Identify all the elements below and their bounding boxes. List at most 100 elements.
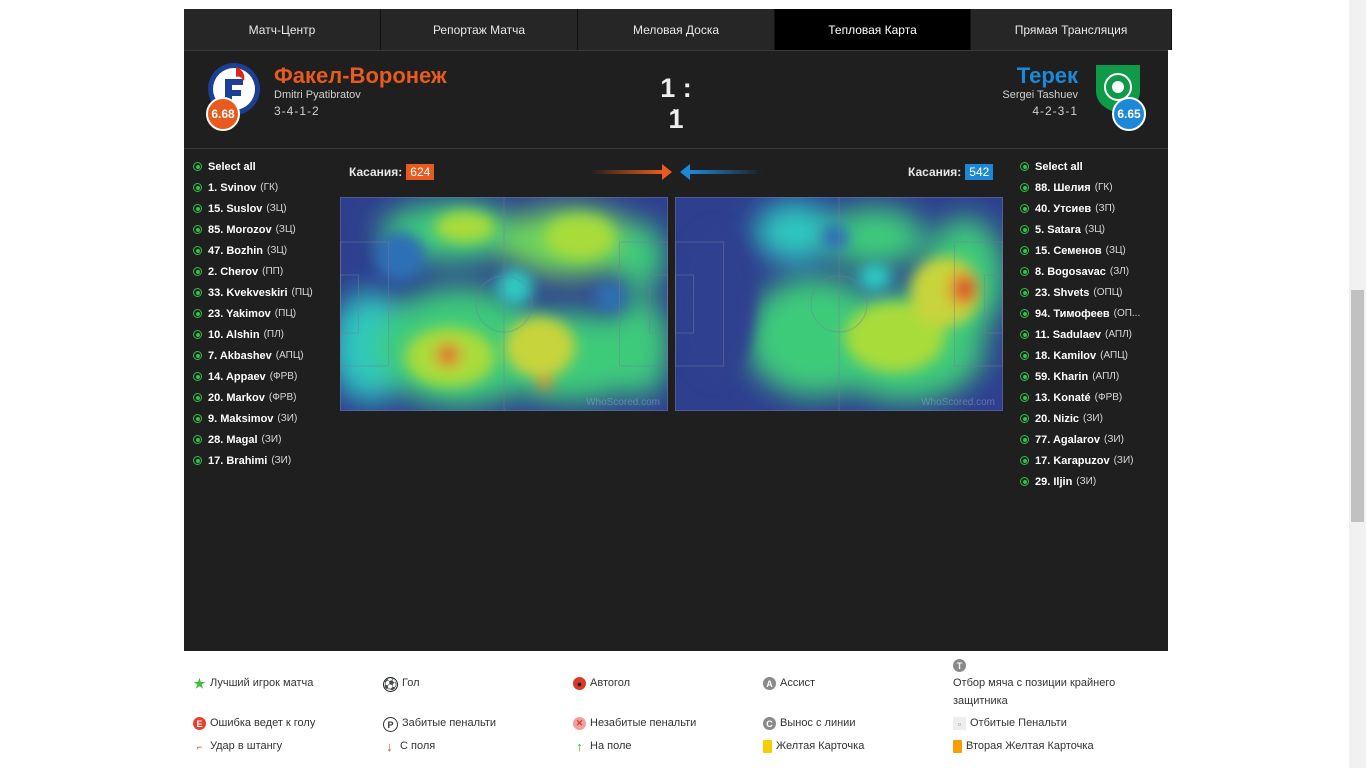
player-name: 77. Agalarov	[1035, 433, 1101, 446]
home-player-item[interactable]: 28. Magal (ЗИ)	[193, 429, 333, 450]
home-player-item[interactable]: 85. Morozov (ЗЦ)	[193, 219, 333, 240]
home-player-item[interactable]: 23. Yakimov (ПЦ)	[193, 303, 333, 324]
checkbox-icon[interactable]	[1020, 477, 1029, 486]
home-player-item[interactable]: 20. Markov (ФРВ)	[193, 387, 333, 408]
checkbox-icon[interactable]	[193, 162, 202, 171]
player-name: 5. Satara	[1035, 223, 1081, 236]
checkbox-icon[interactable]	[1020, 246, 1029, 255]
legend-label: Удар в штангу	[210, 740, 283, 752]
away-player-item[interactable]: 59. Kharin (АПЛ)	[1020, 366, 1160, 387]
away-player-item[interactable]: 29. Iljin (ЗИ)	[1020, 471, 1160, 492]
scrollbar-thumb[interactable]	[1351, 290, 1364, 522]
home-player-item[interactable]: 17. Brahimi (ЗИ)	[193, 450, 333, 471]
player-name: 18. Kamilov	[1035, 349, 1097, 362]
player-name: 23. Shvets	[1035, 286, 1090, 299]
away-player-item[interactable]: 11. Sadulaev (АПЛ)	[1020, 324, 1160, 345]
checkbox-icon[interactable]	[1020, 456, 1029, 465]
checkbox-icon[interactable]	[1020, 183, 1029, 192]
home-formation: 3-4-1-2	[274, 104, 320, 118]
tab-3[interactable]: Меловая Доска	[578, 9, 775, 50]
checkbox-icon[interactable]	[193, 372, 202, 381]
match-score: 1 : 1	[660, 73, 692, 134]
second-yellow-icon	[953, 740, 962, 753]
player-position: (ГК)	[1094, 182, 1113, 193]
checkbox-icon[interactable]	[193, 330, 202, 339]
home-player-item[interactable]: 14. Appaev (ФРВ)	[193, 366, 333, 387]
away-player-item[interactable]: 94. Тимофеев (ОП...	[1020, 303, 1160, 324]
away-player-item[interactable]: 88. Шелия (ГК)	[1020, 177, 1160, 198]
home-player-item[interactable]: 7. Akbashev (АПЦ)	[193, 345, 333, 366]
checkbox-icon[interactable]	[193, 225, 202, 234]
player-name: 17. Brahimi	[208, 454, 268, 467]
tab-4[interactable]: Тепловая Карта	[775, 9, 971, 50]
away-player-item[interactable]: 13. Konaté (ФРВ)	[1020, 387, 1160, 408]
checkbox-icon[interactable]	[1020, 393, 1029, 402]
away-player-item[interactable]: 23. Shvets (ОПЦ)	[1020, 282, 1160, 303]
legend-item: C Вынос с линии	[763, 717, 855, 730]
away-player-item[interactable]: 77. Agalarov (ЗИ)	[1020, 429, 1160, 450]
checkbox-icon[interactable]	[1020, 330, 1029, 339]
away-player-item[interactable]: 17. Karapuzov (ЗИ)	[1020, 450, 1160, 471]
home-select-all[interactable]: Select all	[193, 156, 333, 177]
legend-item: Вторая Желтая Карточка	[953, 740, 1094, 753]
away-player-item[interactable]: 8. Bogosavac (ЗЛ)	[1020, 261, 1160, 282]
player-position: (ПЦ)	[274, 308, 297, 319]
player-name: 11. Sadulaev	[1035, 328, 1102, 341]
away-player-item[interactable]: 20. Nizic (ЗИ)	[1020, 408, 1160, 429]
tab-5[interactable]: Прямая Трансляция	[971, 9, 1172, 50]
tab-1[interactable]: Матч-Центр	[184, 9, 381, 50]
away-player-item[interactable]: 5. Satara (ЗЦ)	[1020, 219, 1160, 240]
checkbox-icon[interactable]	[1020, 414, 1029, 423]
legend-label: Забитые пенальти	[402, 717, 497, 729]
match-header: 6.68 Факел-Воронеж Dmitri Pyatibratov 3-…	[184, 51, 1168, 149]
checkbox-icon[interactable]	[1020, 372, 1029, 381]
checkbox-icon[interactable]	[193, 456, 202, 465]
away-player-item[interactable]: 15. Семенов (ЗЦ)	[1020, 240, 1160, 261]
checkbox-icon[interactable]	[1020, 435, 1029, 444]
checkbox-icon[interactable]	[193, 204, 202, 213]
player-name: 88. Шелия	[1035, 181, 1091, 194]
player-position: (ФРВ)	[268, 392, 297, 403]
legend-label: Ошибка ведет к голу	[210, 717, 316, 729]
checkbox-icon[interactable]	[193, 393, 202, 402]
checkbox-icon[interactable]	[193, 246, 202, 255]
page-scrollbar[interactable]	[1349, 0, 1366, 768]
checkbox-icon[interactable]	[1020, 267, 1029, 276]
home-player-item[interactable]: 2. Cherov (ПП)	[193, 261, 333, 282]
home-player-item[interactable]: 10. Alshin (ПЛ)	[193, 324, 333, 345]
checkbox-icon[interactable]	[1020, 204, 1029, 213]
player-position: (ЗИ)	[1104, 434, 1124, 445]
checkbox-icon[interactable]	[193, 435, 202, 444]
home-player-item[interactable]: 47. Bozhin (ЗЦ)	[193, 240, 333, 261]
away-player-item[interactable]: 18. Kamilov (АПЦ)	[1020, 345, 1160, 366]
player-position: (ФРВ)	[269, 371, 298, 382]
home-team-name[interactable]: Факел-Воронеж	[274, 63, 447, 88]
legend-label: Желтая Карточка	[776, 740, 865, 752]
home-touches: Касания: 624	[349, 164, 435, 180]
legend-item: ↑ На поле	[573, 739, 631, 754]
home-player-item[interactable]: 1. Svinov (ГК)	[193, 177, 333, 198]
checkbox-icon[interactable]	[193, 351, 202, 360]
away-select-all[interactable]: Select all	[1020, 156, 1160, 177]
checkbox-icon[interactable]	[1020, 162, 1029, 171]
checkbox-icon[interactable]	[1020, 225, 1029, 234]
player-name: 13. Konaté	[1035, 391, 1091, 404]
away-player-item[interactable]: 40. Утсиев (ЗП)	[1020, 198, 1160, 219]
tab-2[interactable]: Репортаж Матча	[381, 9, 578, 50]
checkbox-icon[interactable]	[1020, 309, 1029, 318]
home-player-item[interactable]: 33. Kvekveskiri (ПЦ)	[193, 282, 333, 303]
player-position: (ЗЦ)	[266, 203, 287, 214]
checkbox-icon[interactable]	[1020, 288, 1029, 297]
checkbox-icon[interactable]	[193, 309, 202, 318]
checkbox-icon[interactable]	[193, 267, 202, 276]
legend-item: P Забитые пенальти	[383, 717, 496, 732]
away-team-name[interactable]: Терек	[1016, 63, 1078, 88]
checkbox-icon[interactable]	[193, 183, 202, 192]
home-player-item[interactable]: 9. Maksimov (ЗИ)	[193, 408, 333, 429]
player-name: 15. Семенов	[1035, 244, 1102, 257]
home-player-item[interactable]: 15. Suslov (ЗЦ)	[193, 198, 333, 219]
checkbox-icon[interactable]	[193, 414, 202, 423]
legend-label: Ассист	[780, 677, 816, 689]
checkbox-icon[interactable]	[193, 288, 202, 297]
checkbox-icon[interactable]	[1020, 351, 1029, 360]
